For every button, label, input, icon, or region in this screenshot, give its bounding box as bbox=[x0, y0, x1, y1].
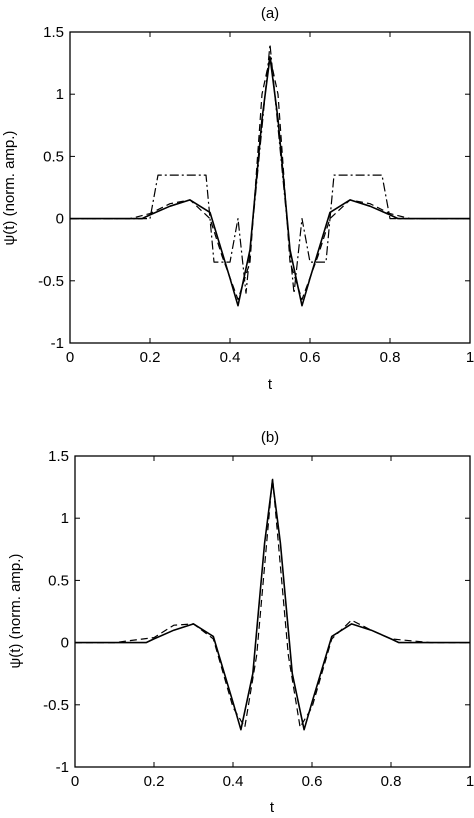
chart-b-series bbox=[75, 476, 470, 731]
y-tick-label: -0.5 bbox=[38, 273, 64, 290]
x-tick-label: 0 bbox=[66, 349, 74, 366]
chart-a-axes-frame bbox=[69, 31, 471, 344]
y-tick-label: 0 bbox=[61, 635, 69, 652]
x-tick-label: 1 bbox=[466, 773, 474, 790]
y-tick-label: -1 bbox=[51, 335, 64, 352]
y-tick-label: 1.5 bbox=[43, 24, 64, 41]
x-tick-label: 1 bbox=[466, 349, 474, 366]
y-tick-label: 0.5 bbox=[43, 148, 64, 165]
x-tick-label: 0.6 bbox=[302, 773, 323, 790]
y-tick-label: -1 bbox=[56, 759, 69, 776]
chart-b-ticks: 0 0.2 0.4 0.6 0.8 1 -1 -0.5 0 0.5 1 1.5 bbox=[43, 448, 474, 790]
series-line-dashdot bbox=[70, 43, 470, 294]
x-tick-label: 0.8 bbox=[380, 349, 401, 366]
chart-a-xlabel: t bbox=[268, 376, 273, 393]
y-tick-label: 0.5 bbox=[48, 572, 69, 589]
chart-b-xlabel: t bbox=[270, 799, 275, 816]
x-tick-label: 0.4 bbox=[220, 349, 241, 366]
chart-b-axes-frame bbox=[74, 455, 471, 768]
series-line-dashed bbox=[70, 56, 470, 301]
x-tick-label: 0.2 bbox=[144, 773, 165, 790]
series-line-solid bbox=[75, 480, 470, 731]
series-line-dashed bbox=[75, 476, 470, 728]
y-tick-label: 0 bbox=[56, 211, 64, 228]
chart-a-series bbox=[70, 43, 470, 307]
chart-b-title: (b) bbox=[261, 429, 279, 446]
chart-b-ylabel: ψ(t) (norm. amp.) bbox=[7, 554, 24, 669]
x-tick-label: 0.6 bbox=[300, 349, 321, 366]
x-tick-label: 0.4 bbox=[223, 773, 244, 790]
x-tick-label: 0 bbox=[71, 773, 79, 790]
y-tick-label: -0.5 bbox=[43, 697, 69, 714]
x-tick-label: 0.8 bbox=[381, 773, 402, 790]
series-line-solid bbox=[70, 56, 470, 307]
y-tick-label: 1.5 bbox=[48, 448, 69, 465]
chart-a-title: (a) bbox=[261, 5, 279, 22]
chart-a-ylabel: ψ(t) (norm. amp.) bbox=[1, 131, 18, 246]
chart-b: (b) 0 0.2 0.4 0.6 0.8 1 -1 -0.5 0 0.5 1 1.5 t ψ(t) … bbox=[7, 429, 474, 816]
x-tick-label: 0.2 bbox=[140, 349, 161, 366]
chart-a: (a) 0 0.2 0.4 0.6 0.8 1 -1 -0.5 0 0.5 1 1.5 t ψ(t) … bbox=[1, 5, 474, 393]
y-tick-label: 1 bbox=[61, 510, 69, 527]
y-tick-label: 1 bbox=[56, 86, 64, 103]
chart-a-ticks: 0 0.2 0.4 0.6 0.8 1 -1 -0.5 0 0.5 1 1.5 bbox=[38, 24, 474, 366]
